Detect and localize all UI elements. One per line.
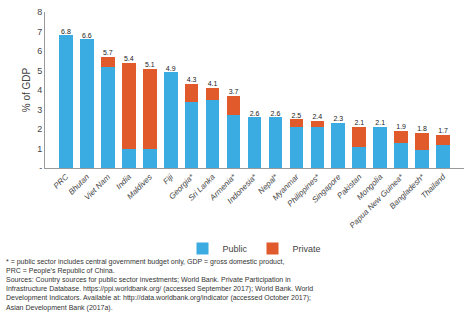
svg-text:1: 1 xyxy=(37,144,42,154)
svg-text:3: 3 xyxy=(37,105,42,115)
svg-text:2.4: 2.4 xyxy=(312,113,322,120)
svg-text:Fiji: Fiji xyxy=(161,172,175,186)
svg-text:PRC: PRC xyxy=(52,172,70,190)
svg-text:2.1: 2.1 xyxy=(354,119,364,126)
svg-text:% of GDP: % of GDP xyxy=(21,67,32,112)
svg-text:4.9: 4.9 xyxy=(166,65,176,72)
svg-text:Sri Lanka: Sri Lanka xyxy=(187,172,218,203)
svg-text:Mongolia: Mongolia xyxy=(355,172,385,202)
svg-text:1.7: 1.7 xyxy=(438,127,448,134)
svg-text:5.4: 5.4 xyxy=(124,55,134,62)
svg-text:8: 8 xyxy=(37,7,42,17)
svg-text:2.5: 2.5 xyxy=(292,112,302,119)
svg-text:5: 5 xyxy=(37,66,42,76)
svg-text:Papua New Guinea*: Papua New Guinea* xyxy=(348,172,406,230)
svg-text:6: 6 xyxy=(37,46,42,56)
svg-text:Maldives: Maldives xyxy=(125,172,154,201)
svg-text:2.1: 2.1 xyxy=(375,119,385,126)
svg-text:* = public sector includes cen: * = public sector includes central gover… xyxy=(6,258,313,312)
svg-text:Nepal*: Nepal* xyxy=(256,172,280,196)
svg-text:Armenia*: Armenia* xyxy=(207,172,238,203)
svg-text:Pakistan: Pakistan xyxy=(335,172,363,200)
svg-text:1.9: 1.9 xyxy=(396,123,406,130)
svg-text:4: 4 xyxy=(37,85,42,95)
svg-text:Georgia*: Georgia* xyxy=(167,172,196,201)
svg-text:4.1: 4.1 xyxy=(208,80,218,87)
svg-text:4.3: 4.3 xyxy=(187,76,197,83)
svg-text:7: 7 xyxy=(37,27,42,37)
svg-text:Private: Private xyxy=(293,244,321,254)
svg-text:Bangladesh*: Bangladesh* xyxy=(388,172,427,211)
svg-text:-: - xyxy=(39,163,42,173)
svg-text:Thailand: Thailand xyxy=(419,172,447,200)
svg-text:2.6: 2.6 xyxy=(250,110,260,117)
svg-text:Indonesia*: Indonesia* xyxy=(226,172,260,206)
svg-text:Viet Nam: Viet Nam xyxy=(83,172,113,202)
svg-text:6.6: 6.6 xyxy=(82,32,92,39)
svg-text:2.6: 2.6 xyxy=(271,110,281,117)
svg-text:Myanmar: Myanmar xyxy=(271,172,301,202)
svg-text:Singapore: Singapore xyxy=(310,172,343,205)
svg-text:5.7: 5.7 xyxy=(103,49,113,56)
svg-text:1.8: 1.8 xyxy=(417,125,427,132)
svg-text:2: 2 xyxy=(37,124,42,134)
svg-text:Bhutan: Bhutan xyxy=(67,172,92,197)
svg-text:Philippines*: Philippines* xyxy=(286,172,323,209)
svg-text:5.1: 5.1 xyxy=(145,61,155,68)
svg-text:3.7: 3.7 xyxy=(229,88,239,95)
svg-text:Public: Public xyxy=(223,244,248,254)
svg-text:India: India xyxy=(114,172,133,191)
svg-text:6.8: 6.8 xyxy=(61,28,71,35)
svg-text:2.3: 2.3 xyxy=(333,115,343,122)
